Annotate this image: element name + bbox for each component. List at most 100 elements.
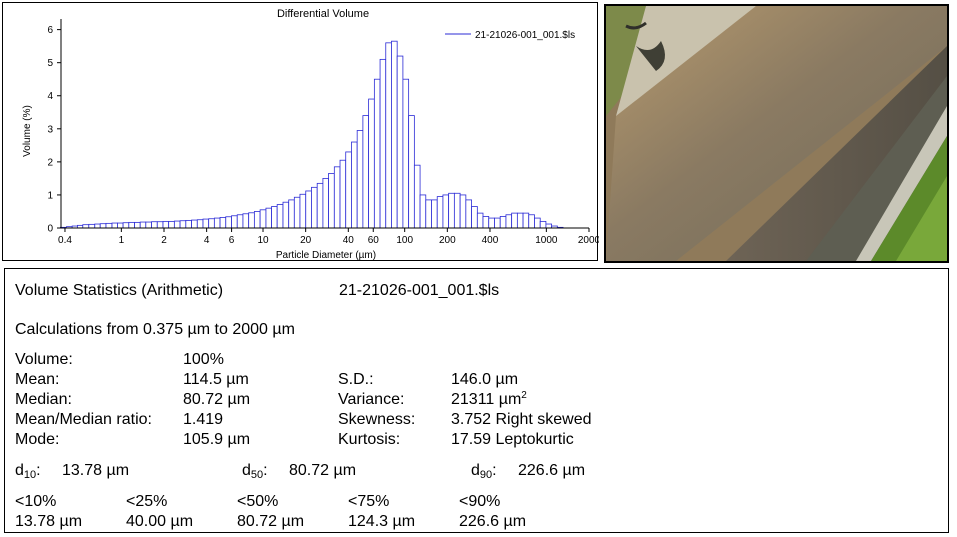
y-tick-label: 4 [47, 91, 53, 102]
stats-file-name: 21-21026-001_001.$ls [339, 282, 500, 299]
bar [282, 201, 290, 229]
percentile-label: <90% [459, 493, 501, 510]
bar [356, 130, 364, 229]
bar [271, 206, 278, 229]
x-tick-label: 10 [257, 235, 269, 246]
stat-label: Kurtosis: [338, 431, 401, 448]
bar [134, 221, 141, 229]
x-tick-label: 2 [161, 235, 167, 246]
chart-svg: Differential Volume Volume (%) Particle … [22, 8, 599, 261]
percentile-value: 80.72 µm [237, 513, 305, 530]
x-tick-label: 0.4 [58, 235, 72, 246]
bar [305, 190, 312, 229]
bar [151, 221, 158, 229]
bar [471, 206, 478, 229]
drainage-channel-photo [604, 4, 949, 263]
bar [111, 222, 118, 229]
d10-label: d10: [15, 462, 41, 481]
stat-label: Variance: [338, 391, 405, 408]
bar [322, 177, 329, 229]
legend: 21-21026-001_001.$ls [445, 30, 575, 41]
y-tick-label: 5 [47, 58, 53, 69]
bar [219, 217, 227, 229]
stat-label: Mean: [15, 371, 60, 388]
bar [345, 151, 352, 229]
bar [248, 212, 255, 229]
bar [311, 186, 318, 229]
bar [528, 214, 535, 229]
bar [522, 212, 530, 229]
stat-label: Skewness: [338, 411, 416, 428]
bar [379, 58, 387, 229]
bar [413, 164, 421, 229]
variance-value: 21311 µm [451, 391, 522, 408]
bar-group [60, 40, 564, 229]
bar [316, 182, 324, 229]
d90-value: 226.6 µm [518, 462, 586, 479]
percentile-label: <75% [348, 493, 390, 510]
bar [425, 199, 432, 229]
bar [419, 194, 427, 229]
x-tick-label: 200 [439, 235, 456, 246]
bar [453, 192, 461, 229]
stat-value: 1.419 [183, 411, 224, 428]
bar [459, 194, 467, 229]
bar [202, 218, 210, 229]
bar [236, 214, 244, 229]
bar [333, 166, 341, 229]
bar [276, 204, 284, 229]
x-tick-label: 1000 [535, 235, 558, 246]
percentile-label: <25% [126, 493, 168, 510]
d50-subscript: 50 [250, 469, 264, 481]
bar [196, 219, 204, 229]
stat-value: 3.752 Right skewed [451, 411, 592, 428]
bar [299, 193, 307, 229]
d50-value: 80.72 µm [289, 462, 357, 479]
bar [145, 221, 152, 229]
percentile-value: 226.6 µm [459, 513, 527, 530]
bar [128, 221, 135, 229]
x-tick-label: 4 [204, 235, 210, 246]
chart-title: Differential Volume [277, 8, 369, 20]
bar [436, 196, 444, 229]
bar [185, 219, 192, 229]
bar [242, 213, 250, 229]
bar [494, 217, 501, 229]
d50-label: d50: [242, 462, 268, 481]
bar [516, 212, 524, 229]
stat-label: Mean/Median ratio: [15, 411, 152, 428]
bar [431, 199, 438, 229]
x-tick-label: 20 [300, 235, 312, 246]
bar [213, 217, 221, 229]
bar [385, 42, 392, 229]
d10-subscript: 10 [23, 469, 37, 481]
bar [465, 199, 472, 229]
y-tick-label: 2 [47, 157, 53, 168]
bar [162, 220, 170, 229]
variance-exponent: 2 [521, 390, 527, 401]
x-tick-label: 400 [482, 235, 499, 246]
bar [368, 98, 375, 229]
bar [179, 220, 187, 229]
bar [339, 159, 347, 229]
bar [391, 40, 398, 229]
bar [225, 216, 232, 229]
bar [534, 217, 541, 229]
bar [99, 223, 107, 229]
bar [545, 223, 553, 229]
bar [265, 207, 272, 229]
bar [191, 219, 198, 229]
bar [476, 212, 484, 229]
volume-statistics-panel: Volume Statistics (Arithmetic) 21-21026-… [4, 268, 949, 533]
x-tick-label: 40 [343, 235, 355, 246]
stat-value: 114.5 µm [183, 371, 249, 388]
bar [351, 141, 358, 229]
bar [539, 220, 547, 229]
bar [156, 221, 164, 229]
bar [168, 220, 175, 229]
bar [505, 214, 513, 229]
stat-value: 146.0 µm [451, 371, 519, 388]
legend-label: 21-21026-001_001.$ls [475, 30, 575, 41]
x-tick-label: 6 [229, 235, 235, 246]
x-tick-label: 1 [119, 235, 125, 246]
